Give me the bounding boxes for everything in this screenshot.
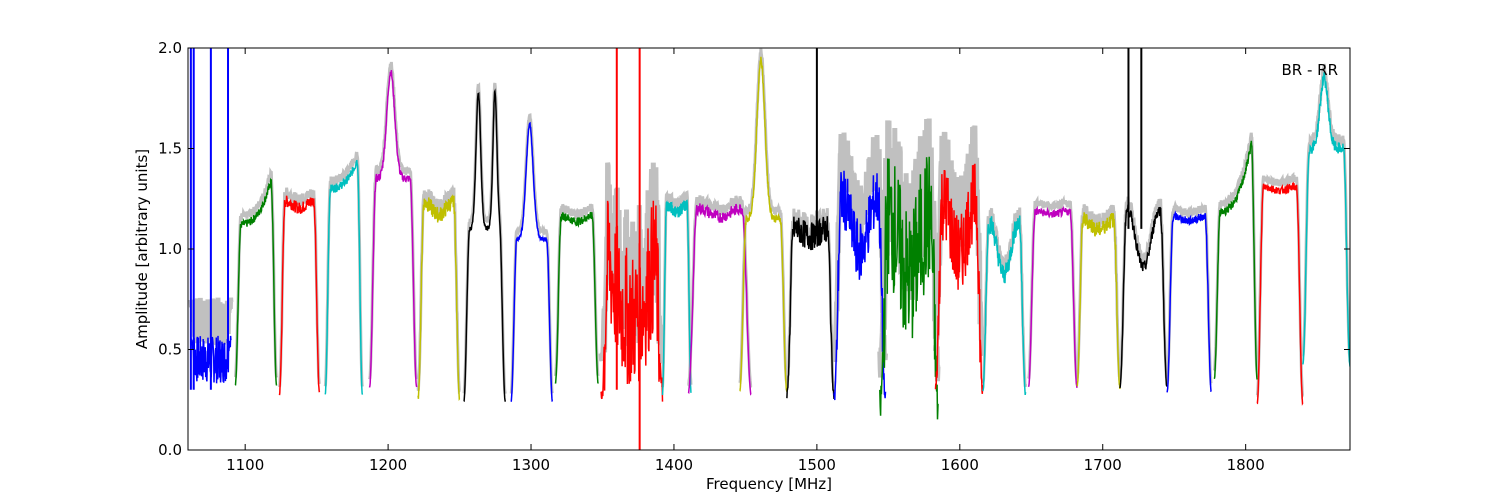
reference-trace-3 (323, 151, 364, 387)
reference-trace-10 (661, 189, 693, 388)
x-tick-label: 1600 (941, 456, 979, 474)
series-line-12 (739, 56, 788, 392)
y-tick-label: 1.5 (158, 140, 182, 158)
series-line-9 (600, 200, 664, 402)
x-tick-label: 1500 (798, 456, 836, 474)
x-tick-label: 1800 (1227, 456, 1265, 474)
reference-trace-18 (1027, 194, 1079, 381)
x-tick-label: 1200 (369, 456, 407, 474)
series-line-17 (982, 215, 1027, 396)
y-axis-title: Amplitude [arbitrary units] (133, 149, 151, 349)
y-tick-label: 2.0 (158, 39, 182, 57)
series-line-15 (879, 156, 939, 420)
series-line-11 (687, 203, 752, 396)
x-tick-label: 1100 (226, 456, 264, 474)
plot-area (187, 47, 1351, 451)
x-axis-title: Frequency [MHz] (706, 475, 832, 493)
series-layer (190, 56, 1350, 420)
series-line-2 (278, 195, 321, 396)
series-line-13 (786, 216, 835, 400)
plot-annotation: BR - RR (1281, 61, 1338, 79)
x-tick-label: 1700 (1084, 456, 1122, 474)
reference-trace-23 (1255, 171, 1304, 400)
x-tick-label: 1400 (655, 456, 693, 474)
reference-trace-21 (1165, 199, 1213, 386)
series-line-22 (1213, 140, 1258, 380)
reference-trace-2 (278, 187, 321, 388)
x-tick-label: 1300 (512, 456, 550, 474)
reference-trace-1 (234, 167, 279, 379)
series-line-21 (1166, 210, 1212, 393)
series-line-14 (833, 170, 887, 401)
x-axis-ticks: 1100 1200 1300 1400 1500 1600 1700 1800 (226, 48, 1265, 474)
y-tick-label: 1.0 (158, 240, 182, 258)
series-line-10 (661, 199, 692, 396)
y-tick-label: 0.0 (158, 441, 182, 459)
reference-trace-11 (687, 193, 753, 391)
spike-layer (189, 48, 1143, 450)
series-line-4 (368, 69, 418, 388)
series-line-23 (1256, 181, 1304, 406)
series-line-16 (934, 163, 984, 394)
y-tick-label: 0.5 (158, 341, 182, 359)
series-line-24 (1302, 72, 1350, 367)
series-line-1 (234, 177, 278, 386)
series-line-7 (510, 121, 553, 403)
series-line-3 (324, 159, 364, 395)
series-line-18 (1027, 205, 1078, 389)
y-axis-ticks: 0.0 0.5 1.0 1.5 2.0 (158, 39, 1350, 459)
series-line-6 (463, 88, 507, 403)
reference-trace-8 (553, 203, 600, 376)
plot-background (188, 48, 1350, 450)
series-line-8 (554, 212, 599, 384)
series-line-5 (417, 194, 461, 402)
series-line-19 (1076, 212, 1121, 389)
